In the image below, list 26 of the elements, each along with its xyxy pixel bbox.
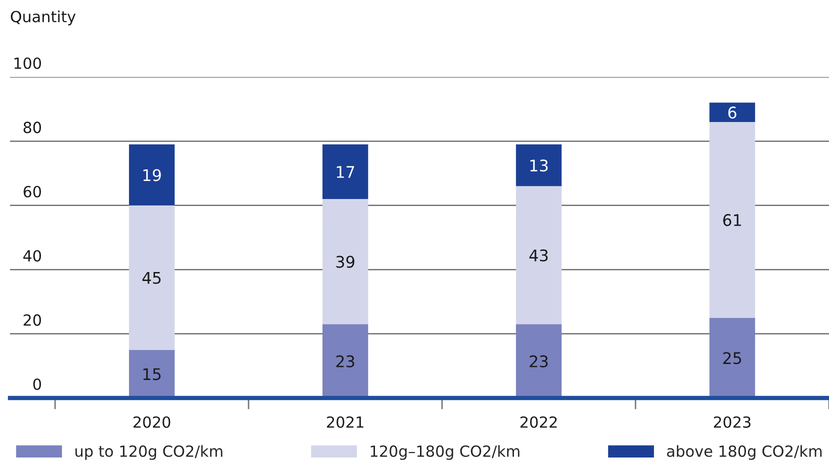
y-tick-label: 60	[24, 186, 41, 198]
y-tick-label: 40	[23, 250, 41, 262]
data-label: 25	[723, 352, 742, 364]
y-tick-label: 20	[24, 314, 41, 326]
y-axis-title: Quantity	[10, 10, 76, 26]
data-label: 23	[336, 355, 354, 368]
data-label: 13	[530, 159, 548, 172]
x-tick-label: 2023	[714, 416, 750, 428]
y-tick-label: 80	[24, 122, 41, 134]
data-label: 19	[143, 169, 161, 182]
data-label: 43	[529, 249, 548, 262]
data-label: 23	[530, 355, 548, 368]
data-label: 61	[723, 214, 741, 226]
data-label: 17	[336, 166, 354, 178]
y-tick-label: 100	[14, 57, 41, 70]
legend-label: up to 120g CO2/km	[75, 445, 222, 460]
x-tick-label: 2020	[134, 416, 170, 428]
data-label: 6	[728, 106, 736, 119]
y-tick-label: 0	[33, 378, 41, 390]
x-tick-label: 2021	[326, 416, 364, 428]
legend-label: above 180g CO2/km	[667, 445, 822, 460]
data-label: 15	[143, 368, 161, 380]
data-label: 45	[142, 272, 161, 284]
legend-label: 120g–180g CO2/km	[370, 445, 520, 460]
data-label: 39	[336, 256, 354, 268]
x-tick-label: 2022	[520, 416, 557, 428]
